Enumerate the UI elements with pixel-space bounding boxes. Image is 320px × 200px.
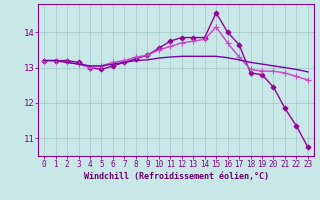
X-axis label: Windchill (Refroidissement éolien,°C): Windchill (Refroidissement éolien,°C)	[84, 172, 268, 181]
